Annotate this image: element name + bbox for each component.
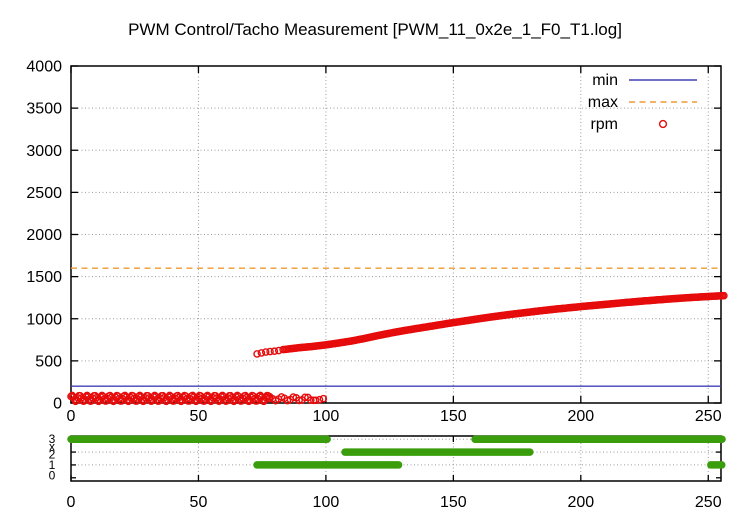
rpm-low-point	[295, 396, 303, 405]
main-xtick-label: 0	[67, 408, 76, 425]
bottom-ytick-glyph: 0	[49, 468, 56, 482]
main-plot-border	[70, 65, 722, 404]
rpm-low-point	[218, 391, 227, 400]
main-xtick-label: 100	[313, 408, 340, 425]
main-ytick-label: 1500	[26, 269, 62, 286]
rpm-low-point	[301, 393, 309, 402]
data-series	[67, 291, 728, 469]
rpm-point	[261, 348, 270, 356]
main-ytick-label: 4000	[26, 59, 62, 76]
rpm-point	[253, 350, 261, 358]
rpm-low-point	[311, 396, 320, 405]
rpm-low-point	[150, 391, 159, 400]
rpm-low-point	[124, 397, 133, 406]
bottom-xtick-label: 100	[313, 494, 340, 511]
legend-label-min: min	[592, 72, 618, 89]
tick-marks	[70, 65, 721, 481]
rpm-low-point	[319, 394, 328, 403]
main-ytick-label: 0	[53, 396, 62, 413]
bottom-ytick-glyph: 2	[49, 448, 56, 462]
rpm-low-point	[192, 397, 200, 406]
main-ytick-label: 2500	[26, 185, 62, 202]
main-xtick-label: 150	[440, 408, 467, 425]
main-ytick-label: 3500	[26, 101, 62, 118]
bottom-xtick-label: 150	[440, 494, 467, 511]
legend	[629, 79, 697, 129]
main-ytick-label: 1000	[26, 311, 62, 328]
bottom-xtick-label: 0	[67, 494, 76, 511]
main-xtick-label: 200	[567, 408, 594, 425]
chart-title: PWM Control/Tacho Measurement [PWM_11_0x…	[128, 20, 622, 39]
gridlines	[71, 66, 721, 481]
bottom-ytick-glyph: 1	[49, 458, 56, 472]
main-xtick-label: 250	[695, 408, 722, 425]
rpm-low-point	[83, 391, 91, 400]
rpm-point	[720, 291, 728, 300]
rpm-point	[257, 349, 266, 357]
rpm-low-point	[307, 396, 315, 404]
legend-sample-rpm	[658, 119, 668, 129]
legend-label-rpm: rpm	[590, 116, 618, 133]
rpm-point	[266, 347, 274, 356]
rpm-low-point	[315, 395, 324, 404]
bottom-ytick-glyph: 3	[49, 432, 56, 446]
main-xtick-label: 50	[190, 408, 208, 425]
bottom-xtick-label: 250	[695, 494, 722, 511]
bottom-ytick-glyph: x	[49, 439, 55, 453]
min-max-lines	[71, 267, 721, 387]
plot-borders	[70, 65, 722, 482]
main-ytick-label: 3000	[26, 143, 62, 160]
rpm-point	[270, 347, 279, 356]
bottom-xtick-label: 50	[190, 494, 208, 511]
rpm-low-point	[259, 397, 268, 406]
bottom-xtick-label: 200	[567, 494, 594, 511]
main-ytick-label: 2000	[26, 227, 62, 244]
legend-label-max: max	[588, 94, 618, 111]
main-ytick-label: 500	[35, 353, 62, 370]
bottom-plot-border	[70, 435, 722, 482]
